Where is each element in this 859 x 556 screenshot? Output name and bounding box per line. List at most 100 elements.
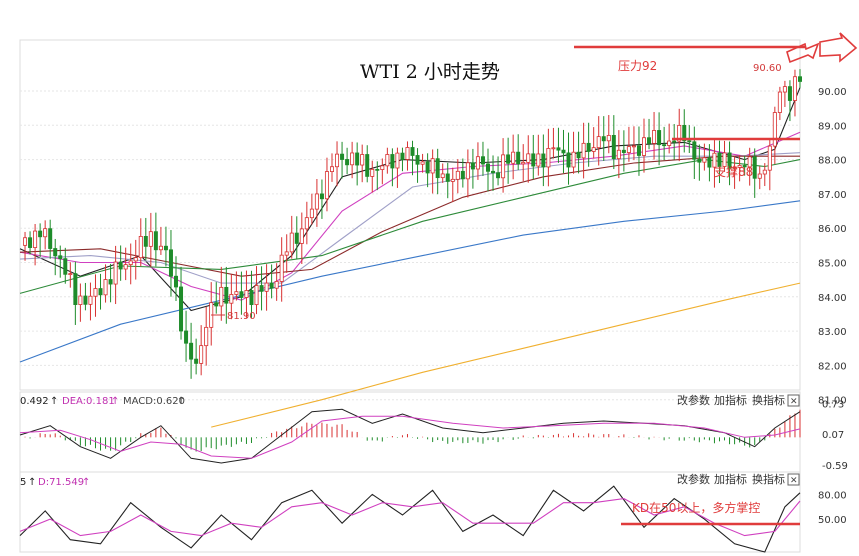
price-tick-label: 84.00 bbox=[818, 293, 847, 304]
price-tick-label: 87.00 bbox=[818, 190, 847, 201]
candle-up bbox=[219, 286, 224, 307]
candle-up bbox=[158, 245, 163, 251]
price-tick-label: 88.00 bbox=[818, 156, 847, 167]
kd-close-button[interactable] bbox=[787, 473, 800, 486]
price-tick-label: 89.00 bbox=[818, 121, 847, 132]
macd-tick-label: 0.07 bbox=[822, 430, 844, 441]
candle-up bbox=[78, 295, 83, 305]
support-label: 支撑88 bbox=[714, 164, 753, 179]
macd-panel: 0.73 0.07 -0.59 bbox=[19, 399, 848, 472]
macd-switch-indicator-button[interactable]: 换指标 bbox=[752, 393, 785, 407]
candle-down bbox=[410, 147, 415, 156]
candle-down bbox=[239, 291, 244, 298]
candle-up bbox=[591, 147, 596, 152]
price-tick-label: 82.00 bbox=[818, 361, 847, 372]
candle-down bbox=[73, 273, 78, 305]
candle-up bbox=[324, 171, 329, 200]
candle-up bbox=[450, 178, 455, 182]
candle-up bbox=[581, 142, 586, 159]
candle-up bbox=[792, 76, 797, 101]
candle-down bbox=[531, 153, 536, 167]
candle-up bbox=[329, 166, 334, 172]
candle-down bbox=[415, 155, 420, 165]
macd-close-button[interactable] bbox=[787, 394, 800, 407]
candle-down bbox=[470, 162, 475, 170]
candle-up bbox=[546, 148, 551, 168]
candle-up bbox=[138, 236, 143, 259]
candle-down bbox=[83, 295, 88, 305]
candle-up bbox=[747, 156, 752, 168]
candle-up bbox=[113, 261, 118, 285]
candle-down bbox=[319, 193, 324, 200]
candle-up bbox=[314, 193, 319, 210]
macd-dea-line bbox=[19, 415, 801, 459]
candle-up bbox=[677, 124, 682, 142]
candle-up bbox=[521, 161, 526, 165]
candle-down bbox=[692, 141, 697, 160]
candle-up bbox=[430, 158, 435, 174]
candle-up bbox=[68, 273, 73, 275]
candle-up bbox=[360, 154, 365, 166]
candle-up bbox=[772, 112, 777, 147]
kd-switch-indicator-button[interactable]: 换指标 bbox=[752, 472, 785, 486]
candle-up bbox=[299, 228, 304, 244]
kd-tick-label: 50.00 bbox=[818, 515, 847, 526]
kd-panel: 80.00 50.00 bbox=[19, 485, 847, 553]
macd-arrow-icon: ↑ bbox=[177, 396, 185, 407]
kd-panel-frame bbox=[19, 471, 801, 553]
candle-down bbox=[485, 163, 490, 172]
kd-d-line bbox=[19, 498, 801, 537]
candle-up bbox=[501, 154, 506, 179]
candle-down bbox=[561, 149, 566, 154]
kd-d-arrow-icon: ↑ bbox=[82, 477, 90, 488]
macd-dea-label: DEA:0.181 bbox=[62, 396, 115, 407]
kd-d-label: D:71.549 bbox=[38, 477, 84, 488]
candle-down bbox=[516, 151, 521, 165]
candle-up bbox=[370, 168, 375, 177]
candle-up bbox=[642, 137, 647, 156]
candle-down bbox=[194, 358, 199, 364]
candle-up bbox=[229, 294, 234, 304]
candle-down bbox=[647, 137, 652, 144]
candle-up bbox=[43, 228, 48, 238]
candle-up bbox=[284, 251, 289, 256]
price-tick-label: 81.00 bbox=[818, 396, 847, 407]
candle-down bbox=[340, 153, 345, 160]
candle-up bbox=[722, 152, 727, 167]
candle-up bbox=[279, 254, 284, 282]
right-arrow-icon bbox=[819, 32, 858, 63]
candle-up bbox=[571, 151, 576, 168]
candle-up bbox=[380, 165, 385, 170]
candle-down bbox=[58, 255, 63, 260]
candle-down bbox=[425, 161, 430, 174]
candle-up bbox=[551, 147, 556, 150]
candle-down bbox=[496, 172, 501, 179]
candle-down bbox=[556, 147, 561, 151]
candle-up bbox=[420, 161, 425, 165]
candle-down bbox=[168, 249, 173, 277]
macd-dea-arrow-icon: ↑ bbox=[111, 396, 119, 407]
price-panel-frame bbox=[19, 39, 801, 391]
kd-tick-label: 80.00 bbox=[818, 490, 847, 501]
price-tick-label: 90.00 bbox=[818, 87, 847, 98]
candle-up bbox=[148, 231, 153, 247]
kd-k-line bbox=[19, 485, 801, 553]
candle-down bbox=[179, 286, 184, 332]
candle-down bbox=[506, 154, 511, 164]
macd-params-button[interactable]: 改参数 bbox=[677, 393, 710, 407]
candle-down bbox=[163, 245, 168, 251]
moving-average-line bbox=[19, 131, 801, 301]
candle-down bbox=[224, 286, 229, 304]
candle-down bbox=[460, 170, 465, 180]
kd-params-button[interactable]: 改参数 bbox=[677, 472, 710, 486]
candle-down bbox=[53, 248, 58, 257]
kd-add-indicator-button[interactable]: 加指标 bbox=[714, 472, 747, 486]
candle-down bbox=[611, 135, 616, 160]
candle-down bbox=[636, 145, 641, 156]
candle-down bbox=[98, 288, 103, 296]
candle-down bbox=[400, 152, 405, 160]
candle-up bbox=[123, 264, 128, 270]
candle-up bbox=[475, 156, 480, 170]
macd-add-indicator-button[interactable]: 加指标 bbox=[714, 393, 747, 407]
